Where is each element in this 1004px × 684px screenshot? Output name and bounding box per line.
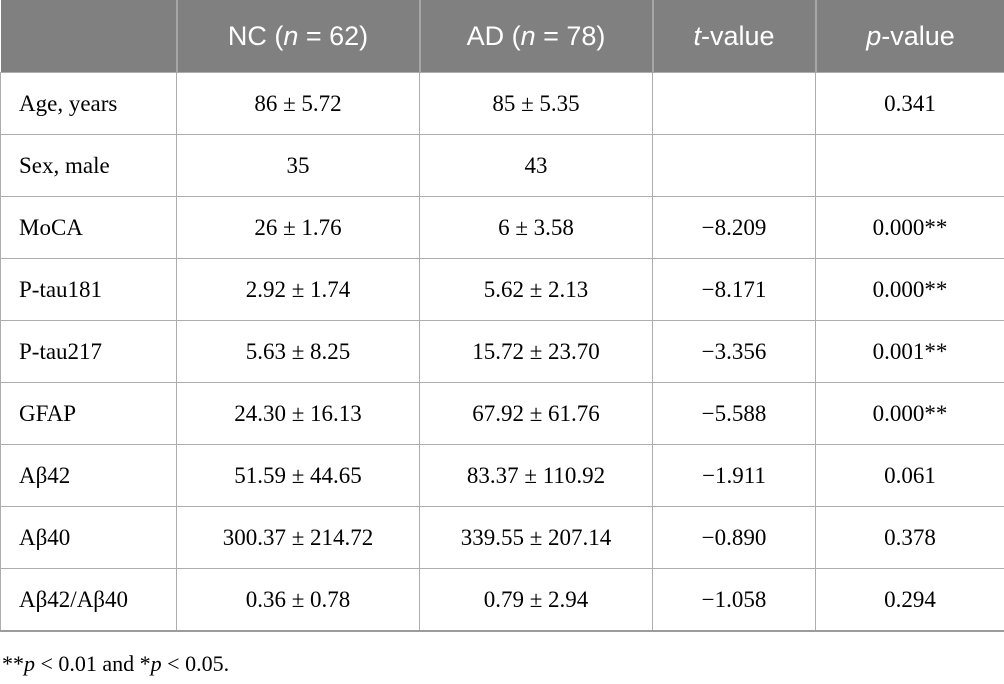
demographics-biomarkers-table: NC (n = 62) AD (n = 78) t-value p-value …: [0, 0, 1004, 632]
table-row: GFAP 24.30 ± 16.13 67.92 ± 61.76 −5.588 …: [0, 382, 1004, 445]
col-header-p-text: -value: [881, 20, 955, 51]
p-value-cell: 0.341: [815, 72, 1004, 135]
nc-value-cell: 0.36 ± 0.78: [176, 568, 420, 632]
p-value-cell: [815, 134, 1004, 197]
nc-value-cell: 51.59 ± 44.65: [176, 444, 420, 507]
row-label-cell: Age, years: [0, 72, 177, 135]
row-label-cell: GFAP: [0, 382, 177, 445]
t-value-cell: −3.356: [652, 320, 816, 383]
nc-value-cell: 35: [176, 134, 420, 197]
col-header-blank: [0, 0, 178, 73]
col-header-t-value: t-value: [652, 0, 817, 73]
row-label-cell: P-tau181: [0, 258, 177, 321]
p-value-cell: 0.378: [815, 506, 1004, 569]
table-row: Aβ40 300.37 ± 214.72 339.55 ± 207.14 −0.…: [0, 506, 1004, 569]
col-header-ad-italic-n: n: [520, 20, 536, 51]
table-row: P-tau181 2.92 ± 1.74 5.62 ± 2.13 −8.171 …: [0, 258, 1004, 321]
p-value-cell: 0.001**: [815, 320, 1004, 383]
table-row: Aβ42/Aβ40 0.36 ± 0.78 0.79 ± 2.94 −1.058…: [0, 568, 1004, 632]
col-header-nc: NC (n = 62): [176, 0, 421, 73]
nc-value-cell: 24.30 ± 16.13: [176, 382, 420, 445]
footnote-italic-p2: p: [150, 651, 162, 676]
row-label-cell: Aβ42/Aβ40: [0, 568, 177, 632]
footnote-italic-p1: p: [24, 651, 35, 676]
row-label-cell: Sex, male: [0, 134, 177, 197]
col-header-t-text: -value: [700, 20, 775, 51]
table-row: MoCA 26 ± 1.76 6 ± 3.58 −8.209 0.000**: [0, 196, 1004, 259]
t-value-cell: [652, 134, 816, 197]
col-header-p-value: p-value: [815, 0, 1004, 73]
table-row: Age, years 86 ± 5.72 85 ± 5.35 0.341: [0, 72, 1004, 135]
header-row: NC (n = 62) AD (n = 78) t-value p-value: [0, 0, 1004, 73]
nc-value-cell: 5.63 ± 8.25: [176, 320, 420, 383]
ad-value-cell: 339.55 ± 207.14: [419, 506, 653, 569]
nc-value-cell: 26 ± 1.76: [176, 196, 420, 259]
row-label-cell: Aβ40: [0, 506, 177, 569]
row-label-cell: P-tau217: [0, 320, 177, 383]
t-value-cell: −1.911: [652, 444, 816, 507]
ad-value-cell: 6 ± 3.58: [419, 196, 653, 259]
ad-value-cell: 43: [419, 134, 653, 197]
t-value-cell: −5.588: [652, 382, 816, 445]
table-row: P-tau217 5.63 ± 8.25 15.72 ± 23.70 −3.35…: [0, 320, 1004, 383]
t-value-cell: [652, 72, 816, 135]
p-value-cell: 0.000**: [815, 258, 1004, 321]
row-label-cell: Aβ42: [0, 444, 177, 507]
ad-value-cell: 85 ± 5.35: [419, 72, 653, 135]
col-header-ad: AD (n = 78): [419, 0, 654, 73]
footnote-end-text: < 0.05.: [161, 651, 230, 676]
ad-value-cell: 5.62 ± 2.13: [419, 258, 653, 321]
col-header-nc-count: = 62): [298, 20, 369, 51]
significance-footnote: **p < 0.01 and *p < 0.05.: [2, 651, 1004, 677]
p-value-cell: 0.000**: [815, 196, 1004, 259]
col-header-ad-count: = 78): [535, 20, 606, 51]
col-header-nc-italic-n: n: [283, 20, 299, 51]
table-row: Aβ42 51.59 ± 44.65 83.37 ± 110.92 −1.911…: [0, 444, 1004, 507]
nc-value-cell: 2.92 ± 1.74: [176, 258, 420, 321]
ad-value-cell: 67.92 ± 61.76: [419, 382, 653, 445]
col-header-ad-text: AD (: [466, 20, 521, 51]
footnote-stars: **: [2, 651, 24, 676]
nc-value-cell: 86 ± 5.72: [176, 72, 420, 135]
p-value-cell: 0.000**: [815, 382, 1004, 445]
nc-value-cell: 300.37 ± 214.72: [176, 506, 420, 569]
footnote-mid-text: < 0.01 and *: [35, 651, 151, 676]
table-row: Sex, male 35 43: [0, 134, 1004, 197]
row-label-cell: MoCA: [0, 196, 177, 259]
ad-value-cell: 83.37 ± 110.92: [419, 444, 653, 507]
col-header-p-italic: p: [866, 20, 882, 51]
ad-value-cell: 15.72 ± 23.70: [419, 320, 653, 383]
t-value-cell: −8.209: [652, 196, 816, 259]
p-value-cell: 0.061: [815, 444, 1004, 507]
col-header-nc-text: NC (: [227, 20, 284, 51]
p-value-cell: 0.294: [815, 568, 1004, 632]
ad-value-cell: 0.79 ± 2.94: [419, 568, 653, 632]
t-value-cell: −1.058: [652, 568, 816, 632]
t-value-cell: −0.890: [652, 506, 816, 569]
col-header-t-italic: t: [693, 20, 701, 51]
t-value-cell: −8.171: [652, 258, 816, 321]
